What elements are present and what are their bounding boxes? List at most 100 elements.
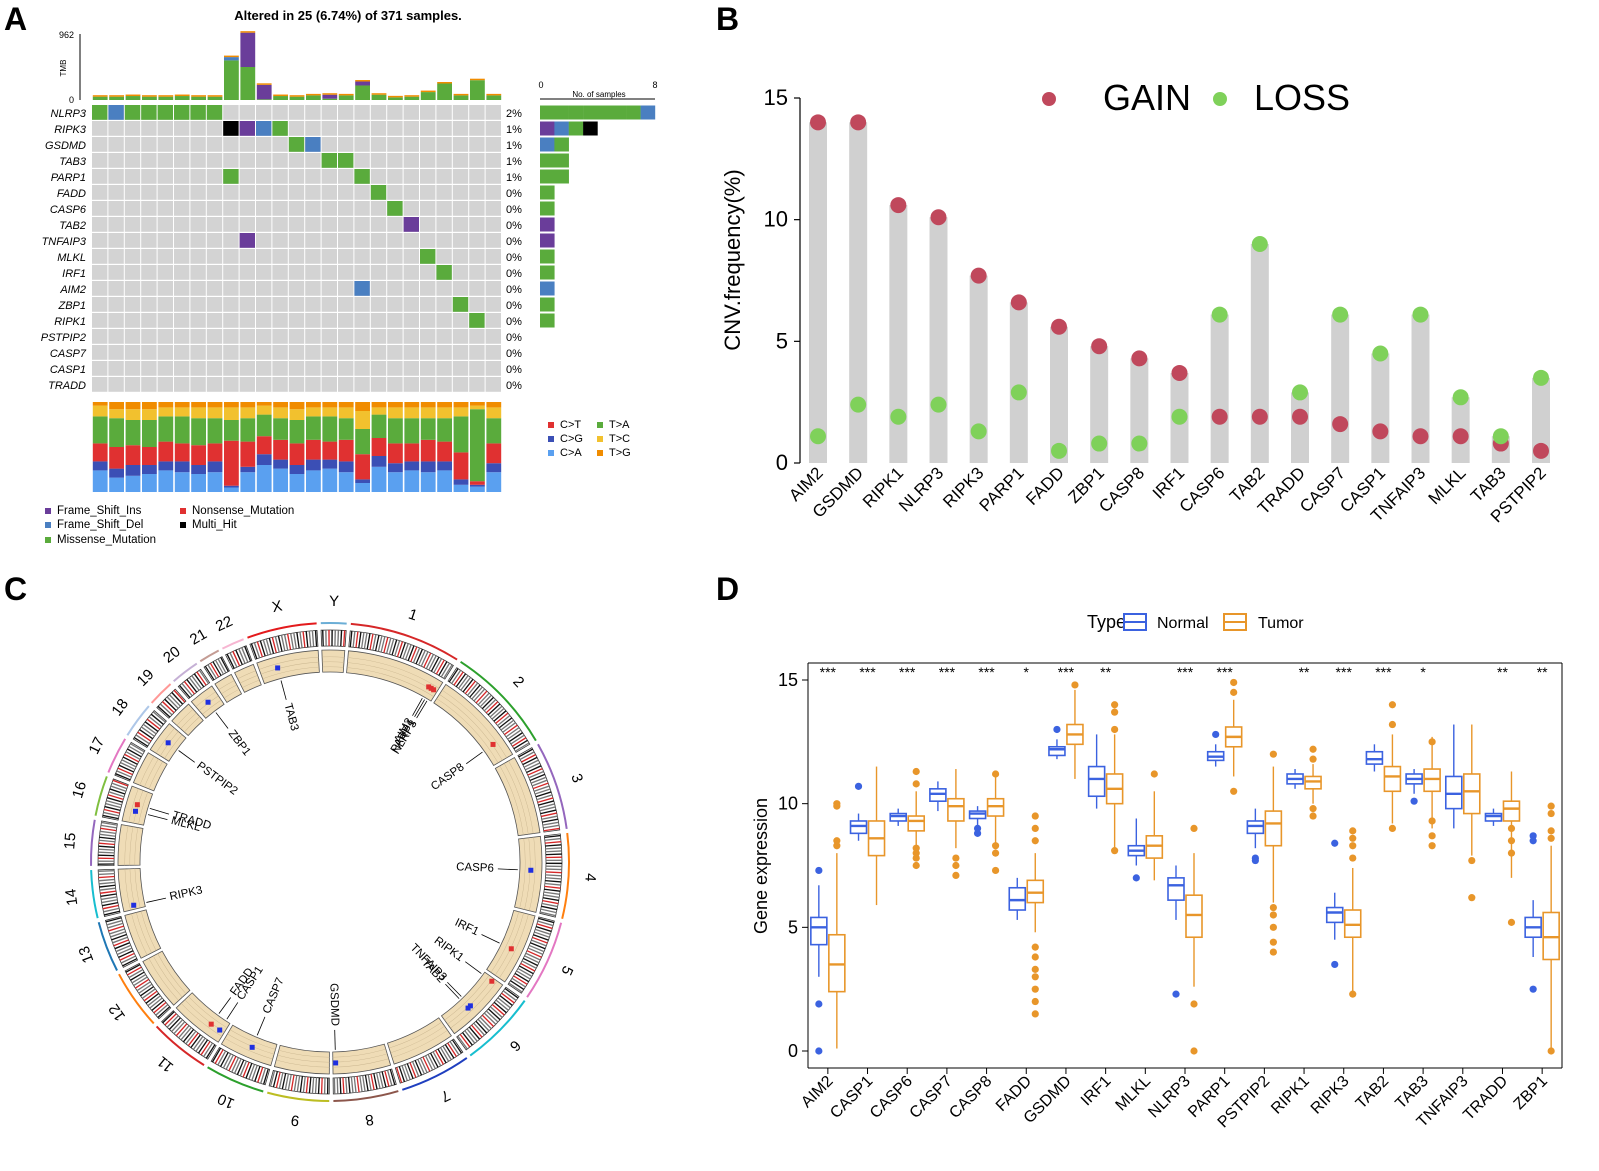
cnv-track-grid (322, 656, 345, 658)
tumor-box (1185, 894, 1203, 939)
ideogram-band (529, 773, 546, 782)
matrix-cell (321, 297, 337, 312)
cnv-gain-point (1452, 428, 1469, 445)
matrix-cell (239, 345, 255, 360)
circos-gene-marker (208, 1021, 214, 1027)
ideogram-band (130, 971, 145, 981)
ideogram-band (130, 743, 145, 753)
matrix-cell (354, 361, 370, 376)
matrix-cell (403, 185, 419, 200)
tumor-box (986, 797, 1005, 817)
matrix-cell (256, 361, 272, 376)
ideogram-band (491, 1004, 505, 1016)
matrix-cell (272, 169, 288, 184)
ideogram-band (136, 981, 151, 992)
ideogram-band (430, 1052, 439, 1068)
titv-bar-segment (355, 483, 370, 492)
ideogram-band (343, 630, 346, 647)
ideogram-band (473, 1022, 485, 1036)
ideogram-band (526, 950, 542, 958)
titv-bar-segment (125, 445, 141, 465)
matrix-cell (272, 313, 288, 328)
normal-outlier (854, 782, 863, 790)
side-bar-segment (611, 105, 627, 120)
circos-gene-leader (466, 751, 483, 765)
tumor-box (907, 815, 926, 832)
matrix-cell (206, 137, 223, 152)
tmb-bar-cap (420, 90, 436, 93)
titv-bar-segment (174, 416, 190, 444)
matrix-cell (403, 249, 419, 264)
titv-bar-segment (486, 463, 502, 473)
matrix-cell (239, 329, 255, 344)
ideogram-band (138, 983, 153, 994)
matrix-cell (288, 297, 305, 312)
titv-bar-segment (191, 402, 206, 408)
matrix-cell (354, 377, 370, 392)
tmb-bar (289, 96, 305, 100)
expr-x-tick-label: NLRP3 (1145, 1073, 1194, 1122)
cnv-gain-point (1292, 408, 1308, 425)
tumor-box (1502, 800, 1521, 822)
variant-legend-swatch (180, 508, 186, 514)
tumor-outlier (1309, 805, 1317, 813)
ideogram-band (545, 840, 562, 844)
ideogram-band (535, 791, 552, 798)
titv-bar-segment (224, 420, 239, 441)
ideogram-band (372, 634, 377, 651)
expr-x-tick-label: IRF1 (1078, 1073, 1115, 1110)
gene-percent: 0% (506, 220, 522, 232)
matrix-cell (239, 281, 255, 296)
ideogram-band (134, 978, 150, 989)
mutation-cell (223, 121, 239, 136)
ideogram-band (274, 636, 280, 653)
matrix-cell (387, 345, 403, 360)
matrix-cell (452, 361, 469, 376)
ideogram-band (541, 812, 557, 818)
ideogram-band (377, 635, 383, 652)
matrix-cell (420, 153, 436, 168)
matrix-cell (469, 233, 485, 248)
gene-label: FADD (57, 188, 86, 200)
titv-bar-segment (92, 405, 108, 417)
significance-label: *** (1217, 664, 1234, 680)
normal-outlier (815, 1047, 823, 1055)
titv-bar-segment (158, 402, 174, 408)
cnv-x-tick-label: CASP6 (1176, 463, 1229, 516)
matrix-cell (124, 201, 141, 216)
chromosome-label: 2 (509, 673, 527, 691)
ideogram-band (499, 995, 513, 1006)
titv-bar-segment (420, 461, 436, 473)
mutation-cell (321, 153, 337, 168)
matrix-cell (157, 249, 173, 264)
ideogram-band (144, 721, 159, 732)
tumor-outlier (1031, 985, 1039, 993)
matrix-cell (403, 281, 419, 296)
ideogram-band (540, 809, 557, 815)
ideogram-band (253, 642, 261, 659)
cnv-track (514, 835, 543, 913)
matrix-cell (370, 297, 387, 312)
matrix-cell (256, 185, 272, 200)
matrix-cell (174, 137, 190, 152)
tumor-outlier (1031, 997, 1039, 1006)
tumor-outlier (1349, 854, 1357, 862)
titv-bar-segment (453, 402, 469, 408)
mutation-cell (239, 121, 255, 136)
cnv-x-tick-label: PARP1 (976, 463, 1028, 515)
chromosome-label: 19 (134, 666, 158, 690)
cnv-gain-point (1372, 423, 1389, 440)
ideogram-band (471, 1024, 483, 1038)
normal-box (1048, 745, 1066, 757)
ideogram-band (139, 728, 154, 740)
ideogram-band (225, 1054, 234, 1070)
ideogram-band (525, 952, 541, 961)
panel-label-c: C (4, 571, 27, 607)
normal-outlier (1529, 985, 1537, 993)
matrix-cell (370, 377, 387, 392)
cnv-stick (929, 217, 948, 463)
titv-bar-segment (207, 402, 223, 408)
circos-gene-marker (131, 902, 137, 908)
ideogram-band (277, 635, 283, 652)
mutation-cell (354, 281, 370, 296)
